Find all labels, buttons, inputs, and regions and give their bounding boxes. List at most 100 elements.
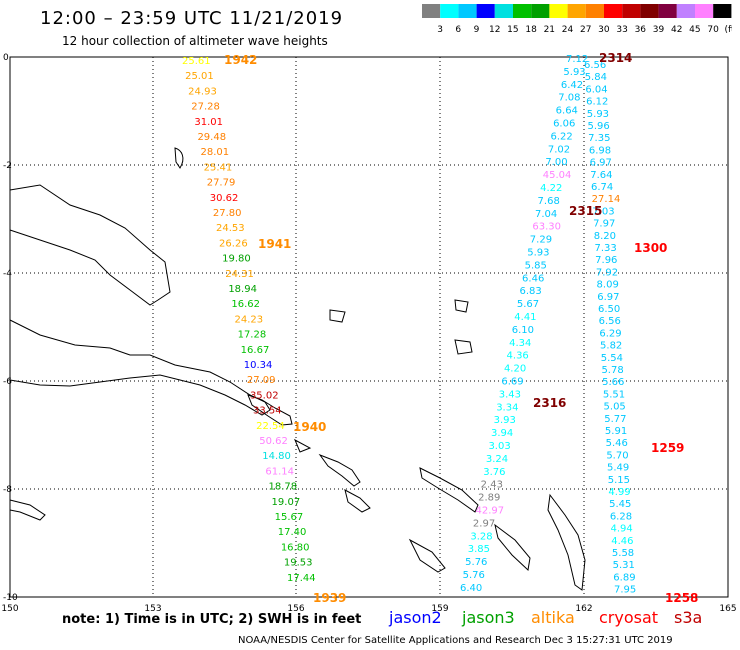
time-stamp: 1940 <box>293 420 326 434</box>
s3a-wave-height: 6.83 <box>519 286 541 297</box>
solomon-island-3 <box>494 523 531 572</box>
s3a-wave-height: 3.43 <box>499 389 521 400</box>
island-small-4 <box>329 309 346 323</box>
y-tick-label: -8 <box>3 485 12 495</box>
s3a-wave-height: 7.29 <box>530 235 552 246</box>
cryosat-wave-height: 5.66 <box>602 377 624 388</box>
colorbar-swatch <box>476 4 495 18</box>
cryosat-wave-height: 6.56 <box>584 60 606 71</box>
cryosat-wave-height: 6.98 <box>589 145 611 156</box>
cryosat-wave-height: 6.50 <box>598 304 620 315</box>
colorbar-label: 36 <box>635 25 647 35</box>
colorbar-swatch <box>458 4 477 18</box>
altika-wave-height: 14.80 <box>262 451 291 462</box>
cryosat-wave-height: 5.96 <box>587 121 609 132</box>
cryosat-wave-height: 7.35 <box>588 133 610 144</box>
island-small-5 <box>294 438 312 453</box>
bougainville-coast <box>318 453 361 487</box>
altika-wave-height: 33.54 <box>253 406 282 417</box>
cryosat-wave-height: 5.46 <box>606 438 628 449</box>
cryosat-wave-height: 5.58 <box>612 548 634 559</box>
s3a-wave-height: 5.67 <box>517 299 539 310</box>
cryosat-wave-height: 7.64 <box>590 170 612 181</box>
colorbar-swatch <box>422 4 441 18</box>
altika-wave-height: 27.09 <box>247 375 276 386</box>
s3a-wave-height: 7.68 <box>538 196 560 207</box>
cryosat-wave-height: 7.03 <box>592 206 614 217</box>
colorbar-swatch <box>531 4 550 18</box>
altika-wave-height: 19.53 <box>284 558 313 569</box>
cryosat-wave-height: 7.33 <box>594 243 616 254</box>
cryosat-wave-height: 4.94 <box>611 524 633 535</box>
time-stamp: 2314 <box>599 51 632 65</box>
altika-wave-height: 10.34 <box>244 360 273 371</box>
colorbar-swatch <box>713 4 732 18</box>
cryosat-wave-height: 6.89 <box>613 572 635 583</box>
s3a-wave-height: 4.22 <box>540 183 562 194</box>
s3a-wave-height: 4.34 <box>509 338 531 349</box>
altika-wave-height: 19.07 <box>272 497 301 508</box>
map-subtitle: 12 hour collection of altimeter wave hei… <box>62 34 328 48</box>
cryosat-wave-height: 6.12 <box>586 97 608 108</box>
altika-wave-height: 15.67 <box>275 512 304 523</box>
cryosat-wave-height: 8.09 <box>597 280 619 291</box>
colorbar-label: 21 <box>544 25 555 35</box>
colorbar-swatch <box>640 4 659 18</box>
s3a-wave-height: 5.85 <box>525 260 547 271</box>
altika-wave-height: 16.80 <box>281 542 310 553</box>
colorbar-label: 30 <box>598 25 610 35</box>
s3a-wave-height: 3.94 <box>491 428 513 439</box>
cryosat-wave-height: 7.96 <box>595 255 617 266</box>
new-britain-coast <box>174 147 184 169</box>
x-tick-label: 159 <box>431 604 448 614</box>
s3a-wave-height: 7.08 <box>558 93 580 104</box>
footer-credit: NOAA/NESDIS Center for Satellite Applica… <box>238 635 673 646</box>
altika-wave-height: 16.67 <box>241 345 270 356</box>
y-tick-label: 0 <box>3 53 9 63</box>
altika-wave-height: 24.53 <box>216 223 245 234</box>
new-guinea-coast <box>9 184 171 306</box>
island-small-1 <box>454 339 473 355</box>
time-stamp: 2316 <box>533 396 566 410</box>
colorbar-swatch <box>604 4 623 18</box>
time-stamp: 1941 <box>258 237 291 251</box>
cryosat-wave-height: 5.78 <box>601 365 623 376</box>
s3a-wave-height: 7.02 <box>548 144 570 155</box>
time-stamp: 2315 <box>569 204 602 218</box>
cryosat-wave-height: 6.28 <box>610 511 632 522</box>
s3a-wave-height: 45.04 <box>543 170 572 181</box>
cryosat-wave-height: 5.82 <box>600 341 622 352</box>
s3a-wave-height: 63.30 <box>532 222 561 233</box>
time-stamps: 1942 1941 1940 1939 2316 2315 2314 1300 1259 1258 <box>224 51 698 605</box>
legend-cryosat: cryosat <box>599 608 659 627</box>
x-tick-label: 150 <box>1 604 18 614</box>
cryosat-wave-height: 8.20 <box>594 231 616 242</box>
altika-wave-height: 35.02 <box>250 390 279 401</box>
x-tick-label: 153 <box>144 604 161 614</box>
altika-wave-height: 25.61 <box>182 56 211 67</box>
altika-wave-height: 17.44 <box>287 573 316 584</box>
s3a-wave-height: 4.36 <box>507 351 529 362</box>
colorbar-label: (ft) <box>725 25 732 35</box>
altika-wave-height: 22.54 <box>256 421 285 432</box>
x-tick-label: 162 <box>575 604 592 614</box>
cryosat-wave-height: 27.14 <box>592 194 621 205</box>
s3a-wave-height: 7.04 <box>535 209 557 220</box>
altika-wave-height: 16.62 <box>231 299 260 310</box>
s3a-wave-height: 3.03 <box>488 441 510 452</box>
cryosat-wave-height: 7.92 <box>596 267 618 278</box>
note-text: note: 1) Time is in UTC; 2) SWH is in fe… <box>62 612 362 627</box>
cryosat-wave-height: 4.46 <box>611 536 633 547</box>
cryosat-wave-height: 5.51 <box>603 389 625 400</box>
altika-wave-height: 28.01 <box>201 147 230 158</box>
solomon-island-4 <box>547 493 586 591</box>
x-tick-label: 156 <box>287 604 304 614</box>
colorbar-label: 12 <box>489 25 500 35</box>
altika-wave-height: 24.31 <box>225 269 254 280</box>
wave-height-tracks: 25.61 25.01 24.93 27.28 31.01 29.48 28.01 25.41… <box>182 54 636 596</box>
altika-wave-height: 30.62 <box>210 193 239 204</box>
s3a-wave-height: 3.34 <box>496 402 518 413</box>
s3a-wave-height: 4.41 <box>514 312 536 323</box>
colorbar-swatch <box>585 4 604 18</box>
